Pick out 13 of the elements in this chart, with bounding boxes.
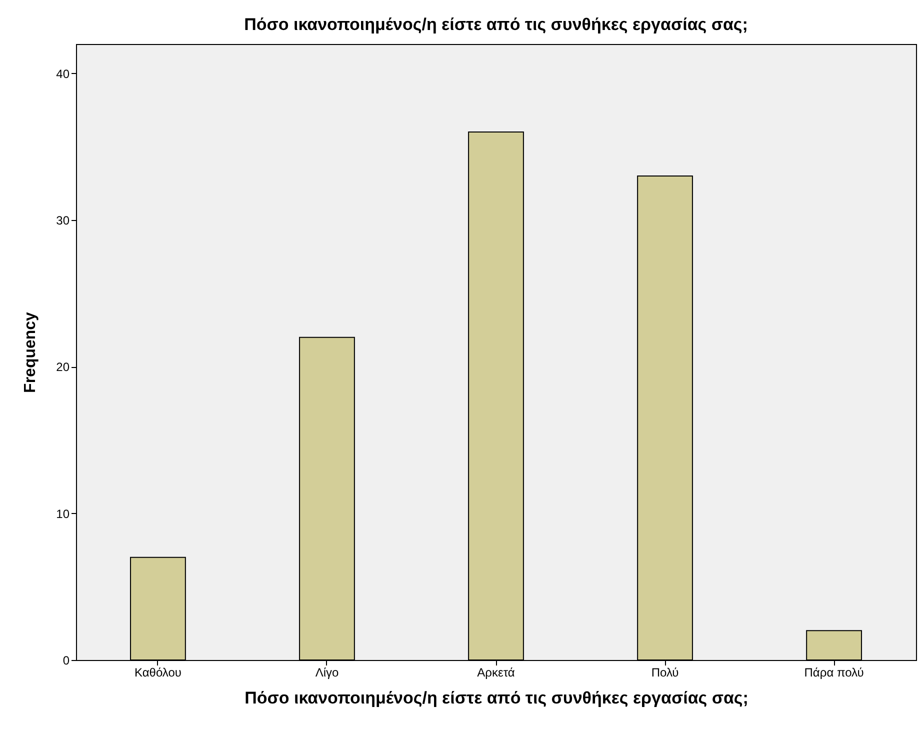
y-tick-label: 10	[56, 506, 70, 521]
chart-title: Πόσο ικανοποιημένος/η είστε από τις συνθήκες εργασίας σας;	[244, 15, 748, 34]
y-tick-label: 0	[62, 654, 70, 668]
y-axis-title: Frequency	[22, 312, 40, 393]
x-tick-label: Αρκετά	[477, 666, 515, 680]
x-tick-label: Πάρα πολύ	[804, 666, 864, 680]
x-tick-label: Καθόλου	[134, 666, 182, 680]
x-axis-title: Πόσο ικανοποιημένος/η είστε από τις συνθήκες εργασίας σας;	[244, 688, 748, 708]
y-tick-label: 20	[56, 360, 70, 374]
y-tick-label: 40	[56, 66, 70, 81]
y-tick-label: 30	[56, 214, 70, 228]
x-tick-label: Πολύ	[651, 666, 679, 680]
x-tick-label: Λίγο	[315, 666, 339, 680]
